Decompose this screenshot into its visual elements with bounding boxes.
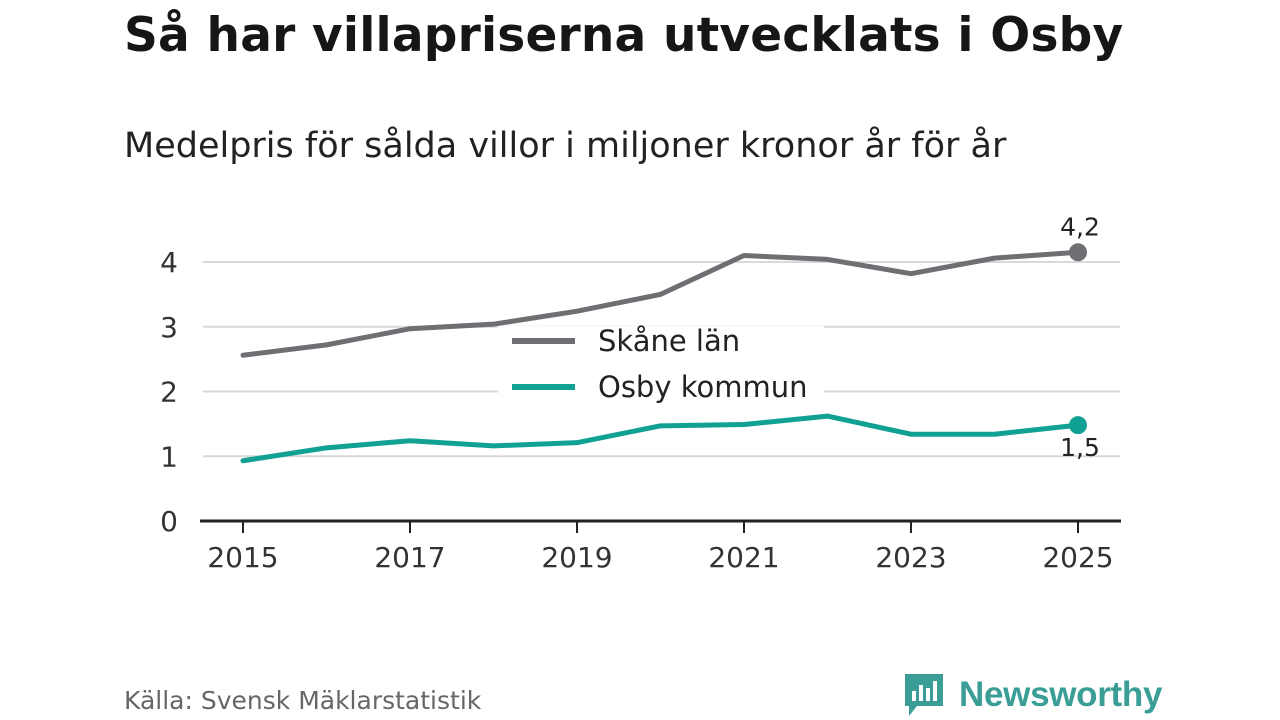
series-line-1 <box>240 413 1081 464</box>
y-tick-label: 2 <box>160 376 178 409</box>
y-tick-label: 1 <box>160 440 178 473</box>
chart-title: Så har villapriserna utvecklats i Osby <box>124 8 1124 63</box>
y-tick-label: 0 <box>160 505 178 538</box>
series-end-label-1: 1,5 <box>1060 433 1100 462</box>
series-end-point-1 <box>1069 416 1087 435</box>
series-end-label-0: 4,2 <box>1060 212 1100 241</box>
x-tick-label: 2025 <box>1042 541 1113 574</box>
series-end-point-0 <box>1069 243 1087 262</box>
series-line-0 <box>240 249 1081 358</box>
x-tick-label: 2015 <box>207 541 278 574</box>
x-tick-label: 2019 <box>541 541 612 574</box>
y-tick-label: 4 <box>160 246 178 279</box>
chart-subtitle: Medelpris för sålda villor i miljoner kr… <box>124 126 1007 166</box>
newsworthy-logo: Newsworthy <box>903 672 1162 718</box>
x-tick-label: 2017 <box>374 541 445 574</box>
x-tick-label: 2021 <box>708 541 779 574</box>
y-tick-label: 3 <box>160 311 178 344</box>
legend-label-0: Skåne län <box>598 324 740 358</box>
brand-name: Newsworthy <box>959 675 1163 714</box>
legend-label-1: Osby kommun <box>598 370 808 404</box>
newsworthy-bar-chart-icon <box>905 674 943 716</box>
source-note: Källa: Svensk Mäklarstatistik <box>124 686 482 715</box>
x-tick-label: 2023 <box>875 541 946 574</box>
